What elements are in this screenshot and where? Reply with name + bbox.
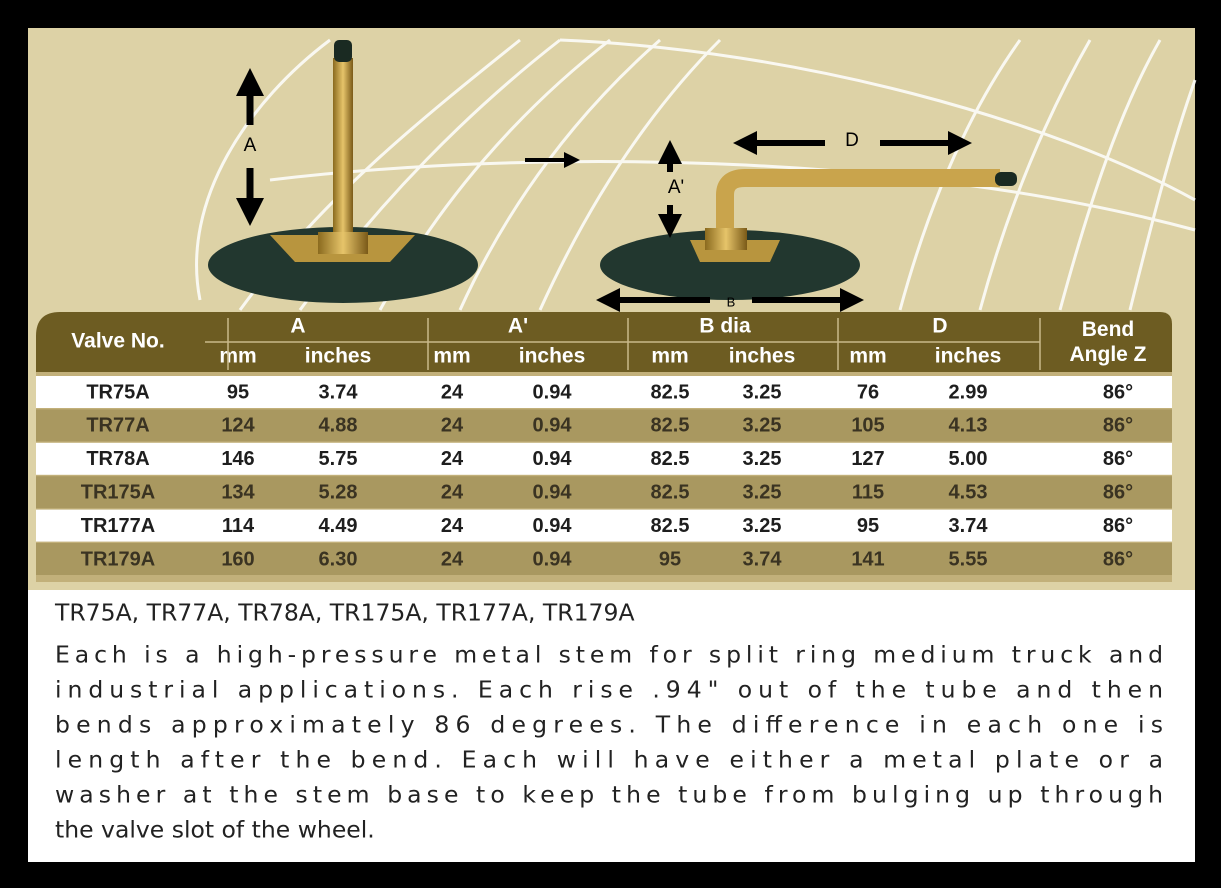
table-row [36,409,1172,441]
table-cell: 4.49 [319,515,358,537]
header-unit: mm [219,345,256,368]
table-cell: 82.5 [651,515,690,537]
table-cell: 86° [1103,548,1133,570]
table-cell: 95 [227,381,249,403]
header-text: Angle Z [1070,343,1147,366]
table-cell: 95 [857,515,879,537]
table-cell: 3.25 [743,448,782,470]
table-cell: 24 [441,481,464,503]
header-unit: mm [651,345,688,368]
table-cell: 114 [222,515,255,537]
table-cell: TR77A [86,415,149,437]
table-cell: 6.30 [319,548,358,570]
table-cell: 115 [852,481,884,503]
table-cell: 82.5 [651,448,690,470]
header-group: A' [508,315,528,338]
table-cell: TR175A [81,481,155,503]
table-cell: 0.94 [533,415,573,437]
header-unit: inches [305,345,372,368]
table-cell: 3.25 [743,515,782,537]
caption-title: TR75A, TR77A, TR78A, TR175A, TR177A, TR1… [54,599,635,627]
table-cell: 134 [221,481,255,503]
table-cell: 127 [851,448,884,470]
table-cell: 82.5 [651,381,690,403]
table-cell: 3.25 [743,381,782,403]
label-a: A [244,135,257,156]
table-cell: 124 [221,415,255,437]
table-cell: 0.94 [533,448,573,470]
table-cell: TR78A [86,448,149,470]
table-cell: TR75A [86,381,149,403]
table-cell: 146 [221,448,254,470]
table-cell: 5.00 [949,448,988,470]
table-cell: 24 [441,448,464,470]
table-cell: 86° [1103,448,1133,470]
caption-line: length after the bend. Each will have ei… [55,746,1163,774]
table-cell: TR177A [81,515,155,537]
table-cell: 4.53 [949,481,988,503]
header-unit: mm [433,345,470,368]
page: {"diagram": {"labels": {"a": "A", "a_pri… [0,0,1221,888]
table-row [36,543,1172,575]
table-cell: 76 [857,381,879,403]
header-group: D [932,315,947,338]
header-unit: inches [935,345,1002,368]
table-cell: 4.13 [949,415,988,437]
table-cell: 5.55 [949,548,988,570]
label-b: B [727,294,736,309]
valve-cap [995,172,1017,186]
header-group: A [290,315,305,338]
valve-stem [333,58,353,248]
table-cell: 3.25 [743,481,782,503]
table-cell: 4.88 [319,415,358,437]
header-unit: inches [519,345,586,368]
table-cell: 0.94 [533,515,573,537]
table-cell: 82.5 [651,481,690,503]
table-cell: 95 [659,548,681,570]
table-cell: 24 [441,415,464,437]
label-d: D [845,130,859,151]
header-unit: inches [729,345,796,368]
table-cell: 2.99 [949,381,988,403]
header-unit: mm [849,345,886,368]
table-cell: 5.75 [319,448,358,470]
header-group: B dia [699,315,751,338]
table-cell: 82.5 [651,415,690,437]
table-cell: 86° [1103,415,1133,437]
table-cell: 160 [221,548,254,570]
table-cell: 3.74 [949,515,989,537]
table-cell: 24 [441,515,464,537]
valve-nut [705,228,747,250]
header-text: Bend [1082,318,1135,341]
table-cell: 3.25 [743,415,782,437]
table-cell: 86° [1103,381,1133,403]
header-cell: Valve No. [71,330,164,353]
table-cell: 86° [1103,481,1133,503]
table-row [36,443,1172,475]
label-a-prime: A' [668,177,684,198]
table-cell: 0.94 [533,481,573,503]
caption-line: bends approximately 86 degrees. The diff… [55,711,1163,739]
table-row [36,376,1172,408]
table-cell: 86° [1103,515,1133,537]
table-cell: 5.28 [319,481,358,503]
screenshot: A A' D B Valve No. A A' B dia Dmm inches mm in… [0,0,1221,888]
table-cell: 3.74 [743,548,783,570]
caption-line: the valve slot of the wheel. [55,816,375,844]
table-cell: 0.94 [533,548,573,570]
table-cell: 0.94 [533,381,573,403]
table-row [36,476,1172,508]
table-cell: 24 [441,548,464,570]
table-cell: TR179A [81,548,155,570]
valve-nut [318,232,368,254]
table-cell: 105 [851,415,884,437]
table-cell: 141 [851,548,884,570]
table-row [36,510,1172,542]
valve-cap [334,40,352,62]
table-cell: 24 [441,381,464,403]
table-cell: 3.74 [319,381,359,403]
